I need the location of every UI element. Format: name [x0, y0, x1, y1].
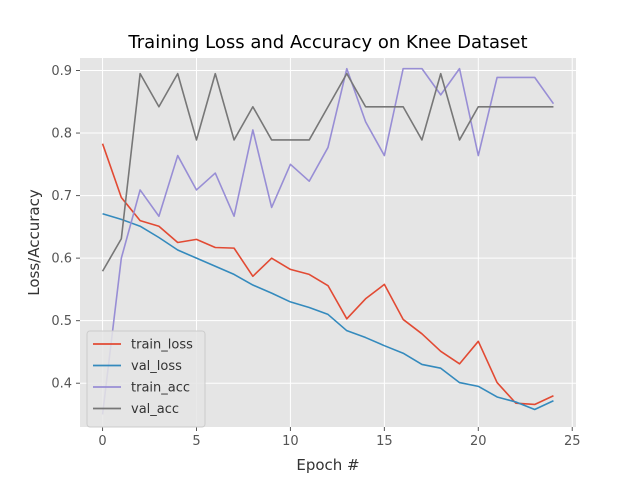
series-line-train-acc: [101, 67, 555, 415]
x-tick-label: 10: [282, 434, 299, 449]
legend-label-train-loss: train_loss: [131, 338, 193, 353]
legend-label-val-loss: val_loss: [131, 359, 182, 374]
legend-box: [86, 330, 206, 428]
x-axis-label: Epoch #: [296, 456, 359, 474]
y-tick-label: 0.9: [51, 64, 72, 79]
series-lines: [101, 67, 555, 415]
grid-lines: [80, 58, 576, 427]
series-line-train-loss: [101, 143, 554, 406]
series-line-val-loss: [102, 212, 554, 411]
y-tick-label: 0.5: [51, 314, 72, 329]
legend-label-val-acc: val_acc: [131, 402, 179, 417]
axis-ticks: 0 5 10 15 20 25 0.4 0.5 0.6 0.7 0.8 0.9: [51, 64, 580, 449]
x-tick-label: 15: [376, 434, 393, 449]
x-tick-label: 0: [98, 434, 106, 449]
chart-title: Training Loss and Accuracy on Knee Datas…: [127, 32, 527, 53]
x-tick-label: 25: [564, 434, 581, 449]
x-tick-label: 5: [192, 434, 200, 449]
y-tick-label: 0.4: [51, 377, 72, 392]
y-tick-label: 0.6: [51, 252, 72, 267]
y-tick-label: 0.8: [51, 127, 72, 142]
series-line-val-acc: [101, 72, 554, 272]
legend-label-train-acc: train_acc: [131, 381, 190, 396]
legend: train_loss val_loss train_acc val_acc: [86, 330, 206, 428]
y-tick-label: 0.7: [51, 189, 72, 204]
x-tick-label: 20: [470, 434, 487, 449]
y-axis-label: Loss/Accuracy: [25, 189, 43, 296]
